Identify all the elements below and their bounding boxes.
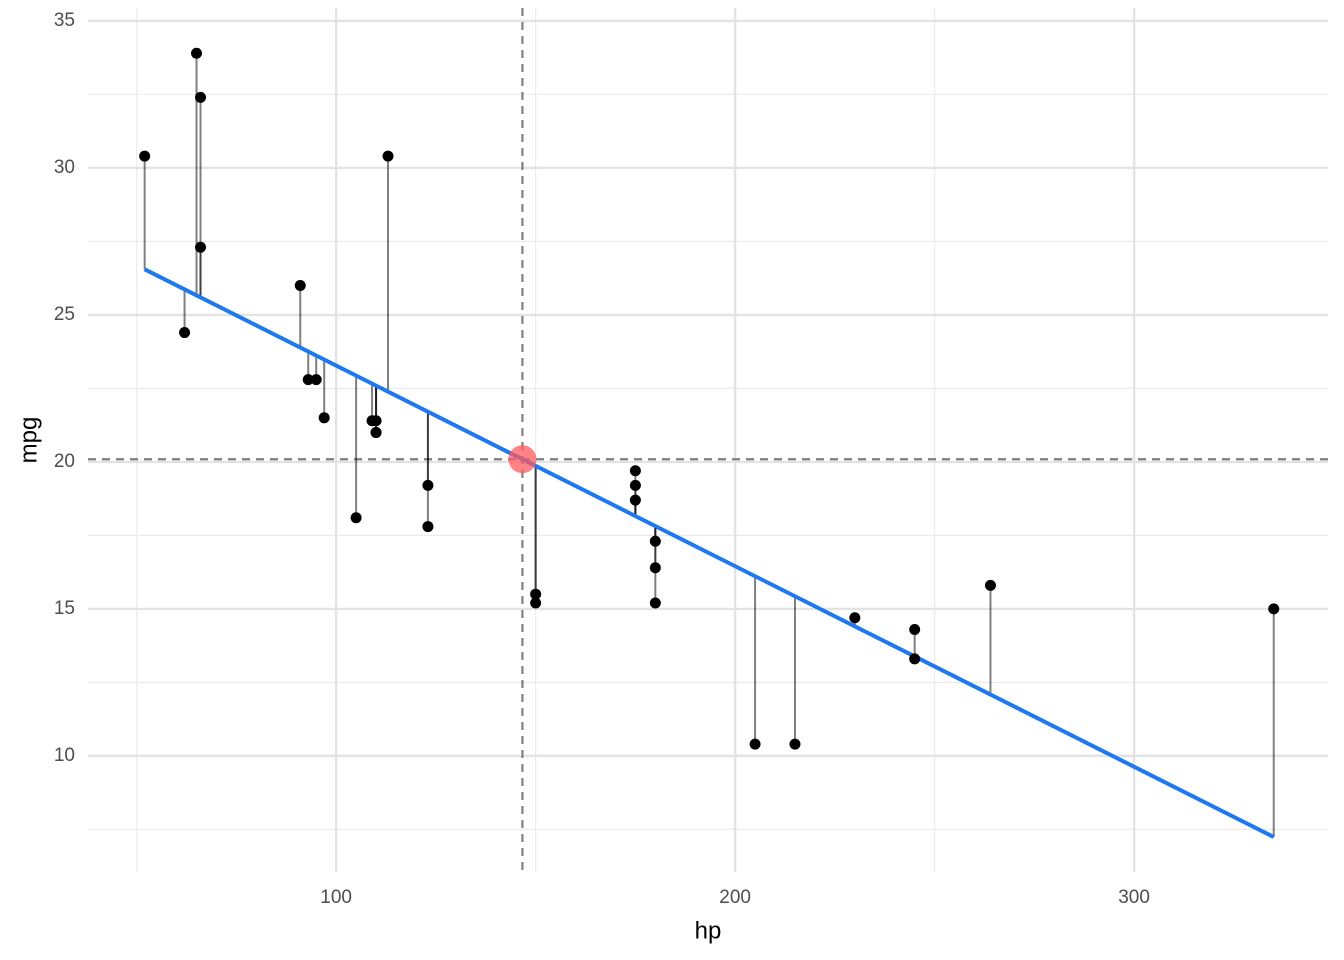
point xyxy=(294,280,306,292)
point xyxy=(649,562,661,574)
point xyxy=(629,479,641,491)
y-tick-label: 15 xyxy=(54,598,75,619)
mean-point xyxy=(508,445,537,474)
point xyxy=(179,327,191,339)
point xyxy=(302,374,314,386)
point xyxy=(749,738,761,750)
point xyxy=(382,150,394,162)
x-axis-title: hp xyxy=(695,917,722,944)
point xyxy=(1268,603,1280,615)
point xyxy=(530,597,542,609)
y-tick-label: 25 xyxy=(54,304,75,325)
point xyxy=(629,465,641,477)
x-tick-label: 300 xyxy=(1118,887,1150,908)
point xyxy=(195,241,207,253)
y-tick-label: 35 xyxy=(54,10,75,31)
point xyxy=(789,738,801,750)
point xyxy=(909,653,921,665)
point xyxy=(649,597,661,609)
point xyxy=(629,494,641,506)
point xyxy=(422,521,434,533)
y-tick-label: 10 xyxy=(54,745,75,766)
x-tick-label: 200 xyxy=(719,887,751,908)
point xyxy=(195,91,207,103)
point xyxy=(370,427,382,439)
x-tick-label: 100 xyxy=(320,887,352,908)
y-axis-title: mpg xyxy=(15,417,42,464)
point xyxy=(318,412,330,424)
point xyxy=(909,623,921,635)
point xyxy=(139,150,151,162)
y-tick-label: 20 xyxy=(54,451,75,472)
point xyxy=(530,588,542,600)
point xyxy=(350,512,362,524)
fit-line xyxy=(143,267,1275,839)
point xyxy=(191,47,203,59)
point xyxy=(849,612,861,624)
point xyxy=(649,535,661,547)
y-tick-label: 30 xyxy=(54,157,75,178)
point xyxy=(310,374,322,386)
point xyxy=(984,579,996,591)
point xyxy=(422,479,434,491)
point xyxy=(366,415,378,427)
